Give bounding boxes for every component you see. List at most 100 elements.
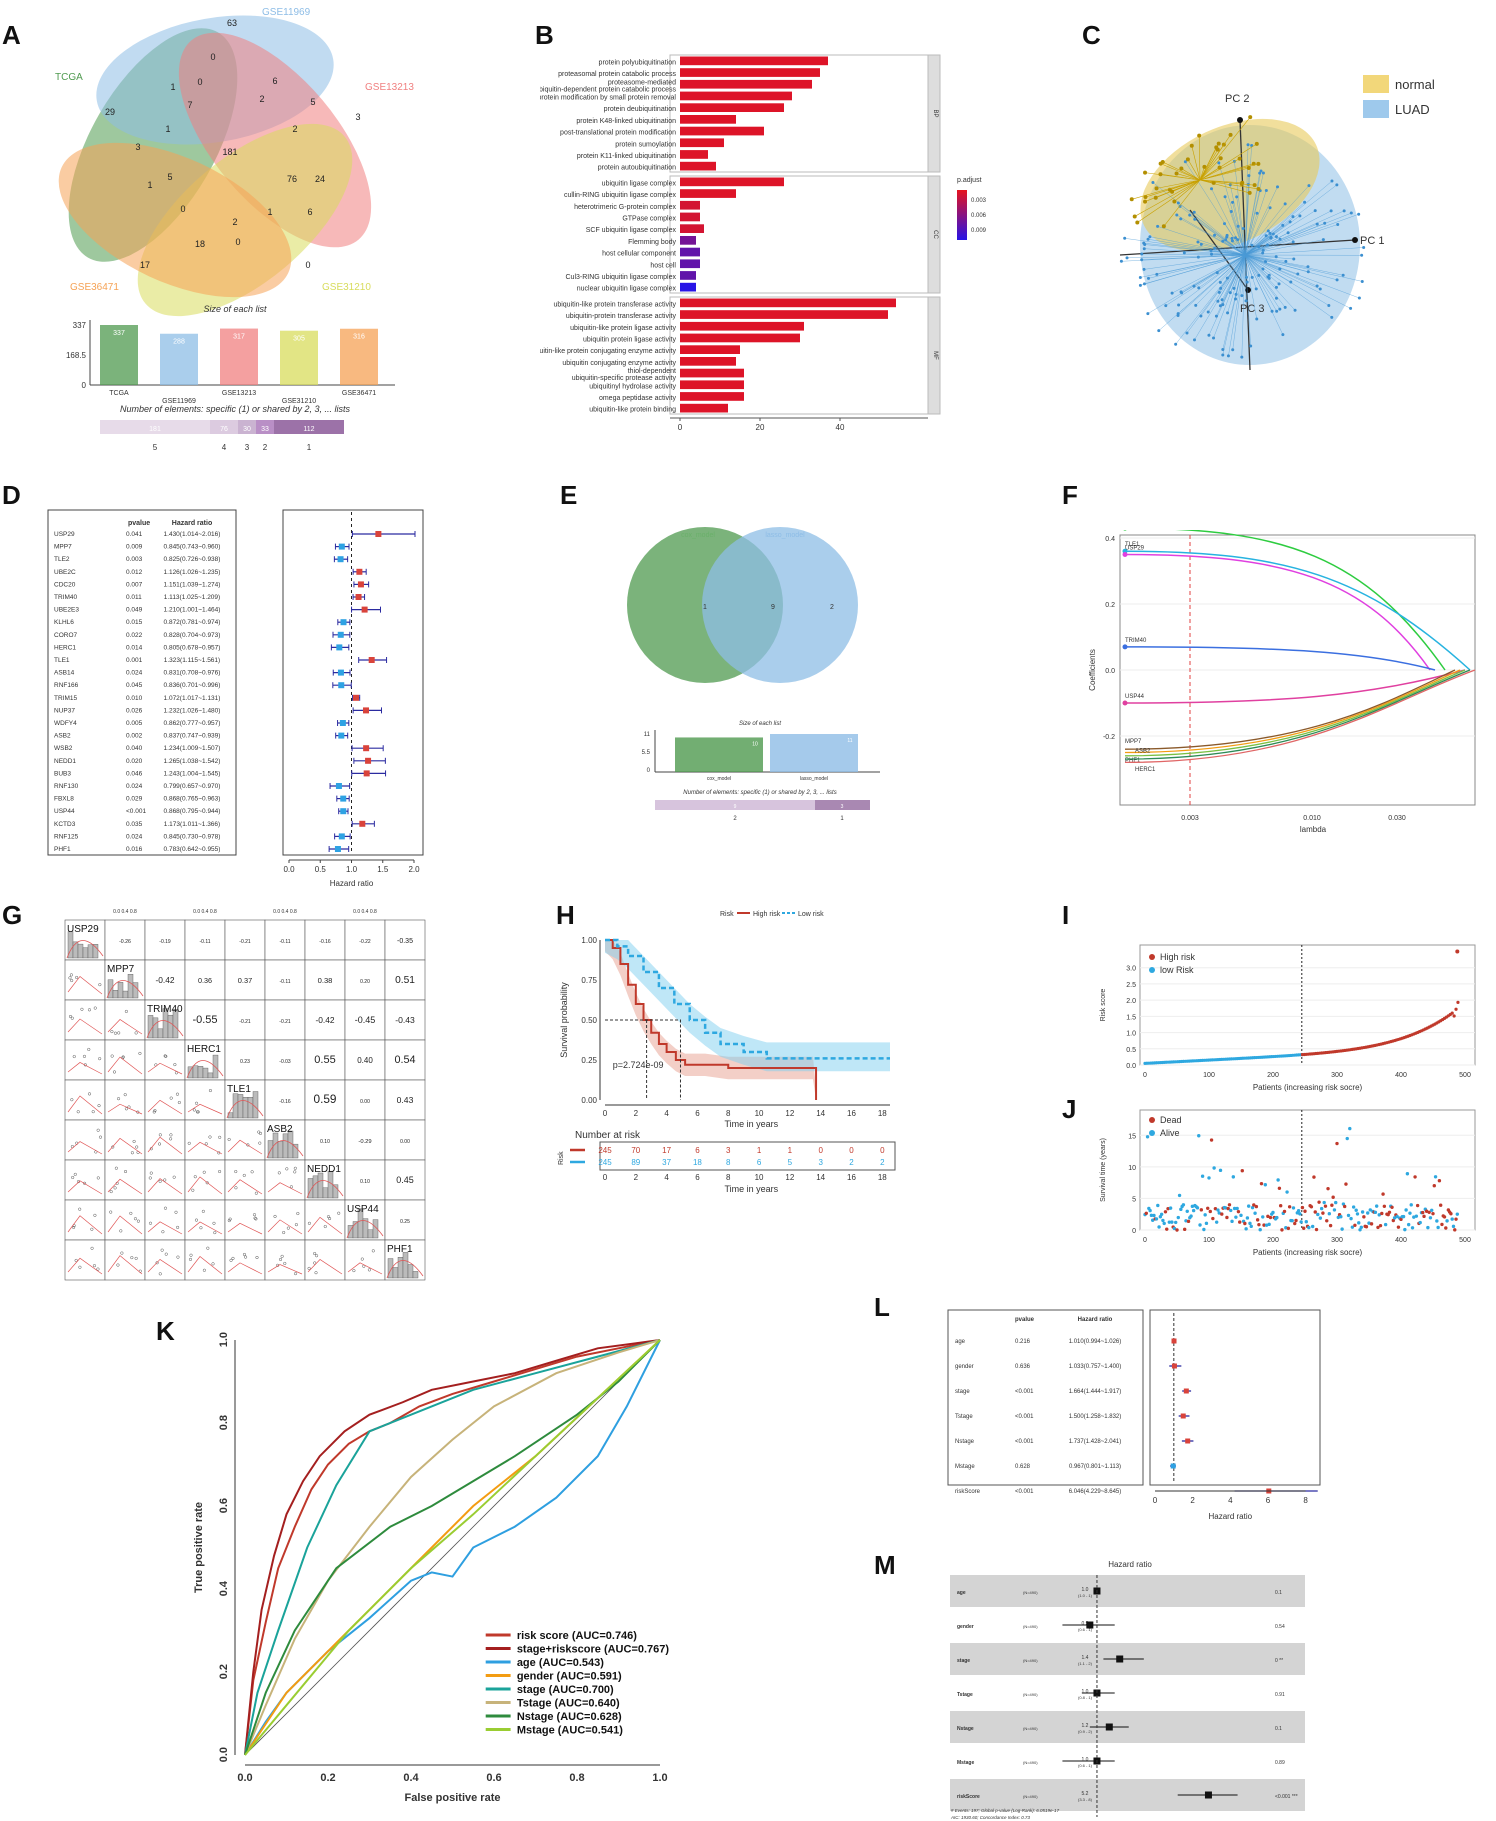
luad-spoke bbox=[1171, 254, 1246, 294]
corr-value: -0.11 bbox=[279, 979, 290, 985]
luad-point bbox=[1164, 304, 1168, 308]
survival-point bbox=[1321, 1211, 1325, 1215]
lowess-line bbox=[67, 1257, 103, 1275]
survival-point bbox=[1373, 1210, 1378, 1215]
scatter-point bbox=[155, 1261, 159, 1265]
legend-luad-swatch bbox=[1363, 100, 1389, 118]
survival-point bbox=[1332, 1208, 1337, 1212]
scatter-point bbox=[68, 976, 72, 980]
legend-label: stage+riskscore (AUC=0.767) bbox=[517, 1644, 670, 1656]
survival-point bbox=[1424, 1209, 1429, 1213]
matrix-cell bbox=[224, 1039, 266, 1081]
scatter-point bbox=[323, 1224, 327, 1229]
hr-label: 5.2 bbox=[1082, 1791, 1089, 1797]
lowess-line bbox=[107, 1215, 143, 1235]
normal-point bbox=[1160, 160, 1165, 165]
scatter-point bbox=[234, 1186, 238, 1190]
luad-point bbox=[1323, 221, 1327, 225]
luad-spoke bbox=[1244, 254, 1280, 270]
corr-value: -0.19 bbox=[159, 939, 171, 945]
luad-point bbox=[1321, 238, 1325, 242]
survival-point bbox=[1236, 1209, 1241, 1214]
luad-spoke bbox=[1244, 172, 1264, 256]
y-tick-label: 0 bbox=[1132, 1228, 1136, 1235]
scatter-point bbox=[176, 1255, 180, 1259]
go-bar bbox=[680, 310, 888, 319]
n-label: (N=490) bbox=[1023, 1692, 1038, 1697]
y-tick-label: 0.6 bbox=[218, 1498, 230, 1513]
go-bar bbox=[680, 91, 792, 101]
scatter-point bbox=[87, 1047, 91, 1051]
gene-label: HERC1 bbox=[54, 644, 76, 651]
normal-spoke bbox=[1199, 179, 1242, 185]
luad-spoke bbox=[1201, 244, 1246, 256]
survival-point bbox=[1191, 1208, 1196, 1213]
facet-strip bbox=[927, 175, 941, 294]
roc-curve bbox=[244, 1339, 661, 1756]
go-bar bbox=[680, 368, 744, 378]
corr-value: 0.54 bbox=[394, 1054, 415, 1066]
venn-set-label: GSE36471 bbox=[70, 282, 119, 293]
go-term-label: SCF ubiquitin ligase complex bbox=[586, 227, 677, 234]
luad-point bbox=[1250, 243, 1254, 247]
risk-table-title: Number at risk bbox=[575, 1130, 641, 1141]
scatter-point bbox=[169, 1137, 173, 1141]
scatter-point bbox=[138, 1051, 142, 1055]
hist-bar bbox=[92, 944, 99, 959]
survival-point bbox=[1435, 1219, 1439, 1223]
matrix-cell bbox=[144, 1199, 186, 1241]
hr-point bbox=[337, 669, 344, 676]
luad-point bbox=[1176, 313, 1180, 317]
hist-bar bbox=[292, 1143, 299, 1159]
luad-point bbox=[1143, 242, 1147, 246]
var-label: age bbox=[955, 1339, 966, 1345]
p-label: 0.1 bbox=[1275, 1726, 1282, 1732]
bars-tick: 0 bbox=[647, 768, 651, 774]
hist-bar bbox=[367, 1229, 374, 1239]
go-bar bbox=[680, 345, 740, 354]
list-bar-value: 316 bbox=[353, 334, 365, 341]
scatter-point bbox=[253, 1216, 257, 1220]
survival-point bbox=[1353, 1223, 1357, 1228]
normal-point bbox=[1254, 141, 1259, 146]
hr-point bbox=[340, 808, 347, 815]
scatter-point bbox=[116, 1097, 121, 1101]
survival-point bbox=[1349, 1216, 1353, 1221]
survival-point bbox=[1362, 1215, 1366, 1219]
luad-point bbox=[1335, 278, 1339, 282]
luad-point bbox=[1360, 279, 1364, 283]
lowess-line bbox=[187, 1221, 223, 1235]
hr-cell: 1.010(0.994~1.026) bbox=[1069, 1339, 1122, 1345]
luad-point bbox=[1240, 355, 1244, 359]
at-risk-low: 37 bbox=[662, 1158, 671, 1167]
x-tick-label: 2 bbox=[1190, 1496, 1195, 1505]
bars-title: Size of each list bbox=[203, 304, 267, 314]
matrix-cell bbox=[224, 1119, 266, 1161]
normal-point bbox=[1143, 170, 1148, 175]
survival-point bbox=[1387, 1210, 1392, 1214]
at-risk-high: 70 bbox=[631, 1146, 640, 1155]
x-tick-label: 0.010 bbox=[1303, 815, 1321, 822]
luad-point bbox=[1274, 285, 1278, 289]
risk-point bbox=[1450, 1011, 1454, 1015]
survival-point bbox=[1412, 1215, 1416, 1219]
hr-point bbox=[363, 745, 370, 752]
bars-tick: 11 bbox=[644, 732, 651, 738]
scatter-point bbox=[202, 1268, 206, 1272]
scatter-point bbox=[246, 1143, 250, 1147]
go-bar bbox=[680, 282, 696, 292]
luad-spoke bbox=[1148, 254, 1246, 279]
luad-point bbox=[1360, 253, 1364, 257]
hr-cell: 0.845(0.730~0.978) bbox=[164, 833, 221, 840]
normal-spoke bbox=[1134, 179, 1201, 217]
x-tick-label: 0 bbox=[603, 1109, 608, 1118]
y-tick-label: 0.2 bbox=[1105, 602, 1115, 609]
survival-point bbox=[1214, 1220, 1219, 1224]
scatter-point bbox=[70, 1016, 74, 1020]
survival-point bbox=[1300, 1205, 1305, 1210]
luad-spoke bbox=[1244, 246, 1259, 256]
ci-label: (0.6 - 1) bbox=[1078, 1627, 1093, 1632]
scatter-point bbox=[110, 1030, 114, 1034]
y-tick-label: -0.2 bbox=[1103, 734, 1115, 741]
luad-spoke bbox=[1244, 213, 1258, 256]
